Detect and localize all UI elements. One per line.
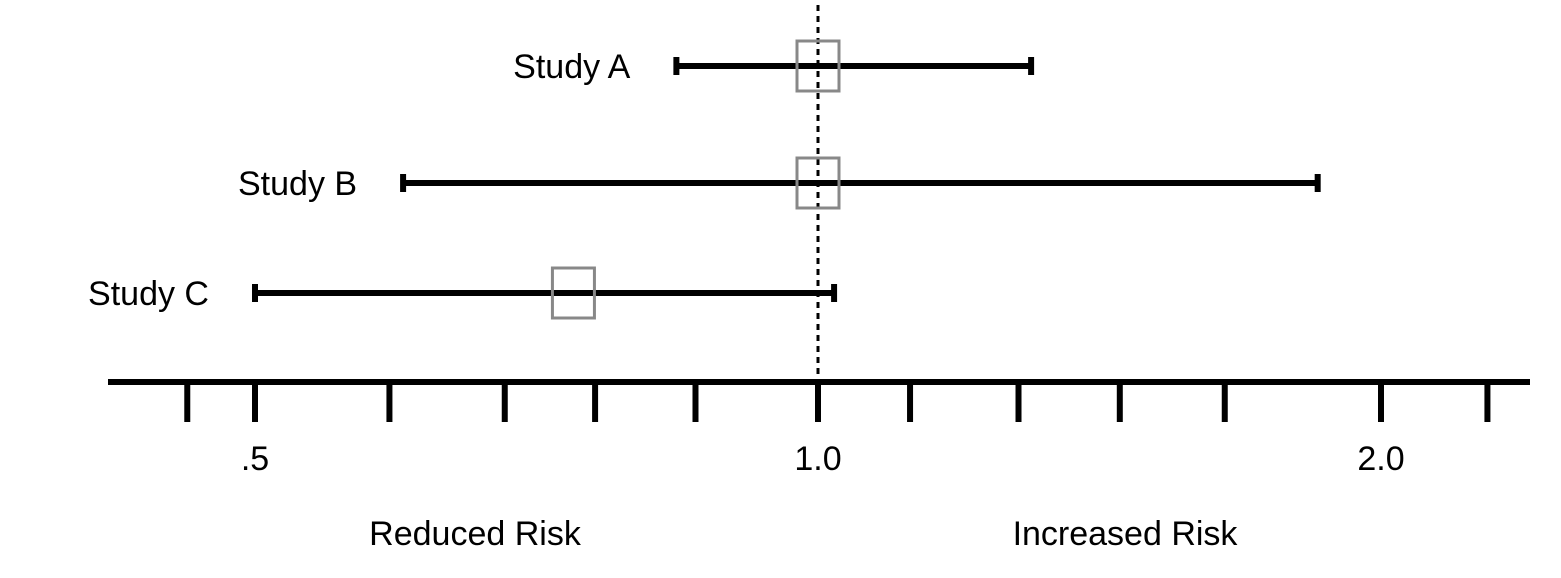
x-tick-label: 2.0: [1357, 440, 1404, 478]
study-label: Study A: [513, 48, 631, 86]
x-axis-ticks: .5 1.0 2.0: [184, 382, 1491, 478]
x-tick-label: 1.0: [794, 440, 841, 478]
region-label-increased: Increased Risk: [1013, 515, 1239, 553]
region-label-reduced: Reduced Risk: [369, 515, 582, 553]
point-estimate-marker: [550, 266, 596, 320]
studies-group: Study A Study B Study C: [88, 39, 1321, 320]
point-estimate-marker: [795, 156, 841, 210]
x-tick-label: .5: [241, 440, 269, 478]
study-row: Study C: [88, 266, 838, 320]
study-row: Study B: [238, 156, 1321, 210]
study-label: Study C: [88, 275, 209, 313]
point-estimate-marker: [795, 39, 841, 93]
study-label: Study B: [238, 165, 357, 203]
study-row: Study A: [513, 39, 1035, 93]
